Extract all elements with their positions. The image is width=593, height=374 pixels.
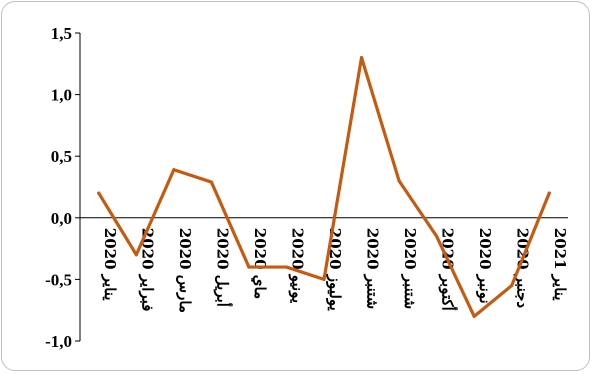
x-tick-label: نونبر 2020 — [476, 228, 494, 304]
data-point — [547, 191, 551, 195]
x-tick-label: شتنبر 2020 — [364, 228, 382, 309]
x-tick-label: شتنبر 2020 — [401, 228, 419, 309]
data-point — [172, 168, 176, 172]
data-point — [359, 56, 364, 60]
x-tick-label: ماي 2020 — [250, 228, 269, 299]
data-point — [134, 253, 138, 257]
x-tick-label: أبريل 2020 — [213, 228, 233, 307]
y-tick-label: 0,5 — [51, 147, 72, 166]
y-axis: -1,0 -0,5 0,0 0,5 1,0 1,5 — [45, 24, 81, 351]
y-tick-label: 1,5 — [51, 24, 72, 43]
data-point — [322, 277, 326, 281]
data-point — [435, 234, 439, 238]
data-point — [472, 314, 476, 318]
data-point — [247, 265, 251, 269]
data-point — [97, 191, 101, 195]
data-point — [209, 180, 213, 184]
x-tick-label: يناير 2020 — [101, 228, 119, 301]
y-tick-label: -0,5 — [45, 270, 72, 289]
x-tick-label: مارس 2020 — [176, 228, 194, 313]
y-tick-label: -1,0 — [45, 332, 72, 351]
x-tick-label: يوليوز 2020 — [326, 228, 344, 311]
series-group — [97, 56, 551, 318]
y-tick-label: 1,0 — [51, 86, 72, 105]
x-tick-label: يناير 2021 — [551, 228, 569, 301]
x-tick-label: يونيو 2020 — [288, 228, 306, 303]
data-point — [284, 265, 289, 269]
x-tick-label: فبراير 2020 — [138, 228, 156, 312]
data-point — [510, 283, 514, 288]
y-tick-label: 0,0 — [51, 209, 72, 228]
data-point — [397, 179, 401, 183]
x-tick-label: أكتوبر 2020 — [439, 228, 459, 311]
